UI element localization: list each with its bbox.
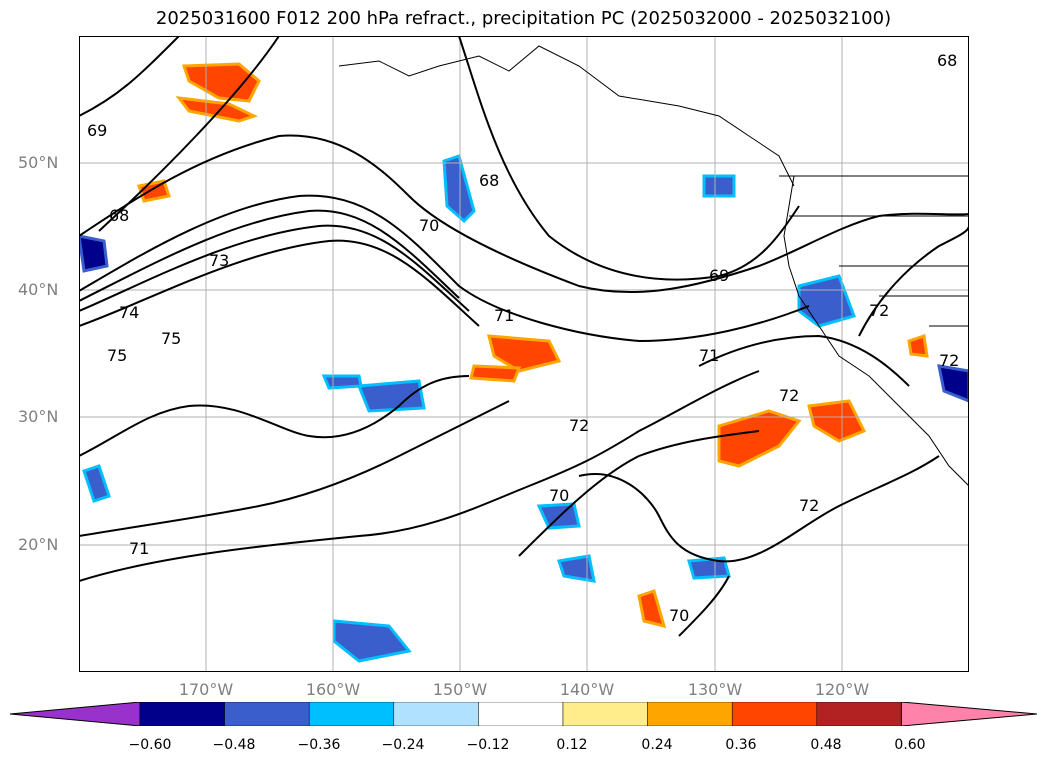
colorbar-segment [731, 702, 818, 726]
colorbar-tick: −0.60 [128, 737, 172, 753]
contour-label: 75 [161, 329, 181, 348]
lon-label: 150°W [432, 680, 488, 699]
colorbar-segment [816, 702, 902, 726]
contour-label: 70 [549, 486, 569, 505]
lon-label: 140°W [559, 680, 615, 699]
colorbar-segment [647, 702, 733, 726]
colorbar-tick: 0.60 [894, 737, 926, 753]
colorbar-segment [478, 702, 564, 726]
gridlines [79, 36, 969, 672]
contour-label: 70 [669, 606, 689, 625]
lat-label: 30°N [18, 407, 59, 426]
colorbar-tick: 0.24 [641, 737, 673, 753]
colorbar-tick: −0.48 [212, 737, 256, 753]
contour-labels: 69 68 68 70 73 74 75 75 71 69 71 72 72 7… [87, 51, 959, 625]
colorbar-segment [308, 702, 395, 726]
precip-shading [79, 62, 969, 663]
colorbar-segment [224, 702, 310, 726]
contour-label: 72 [779, 386, 799, 405]
colorbar-tick: 0.36 [725, 737, 757, 753]
contour-label: 69 [87, 121, 107, 140]
colorbar-tick: 0.48 [810, 737, 842, 753]
colorbar-tick: −0.24 [381, 737, 425, 753]
contour-label: 71 [494, 306, 514, 325]
contour-label: 72 [869, 301, 889, 320]
colorbar-tick: −0.36 [297, 737, 341, 753]
lon-label: 130°W [687, 680, 743, 699]
refractivity-contours [79, 36, 969, 637]
colorbar-segment [562, 702, 648, 726]
contour-label: 68 [479, 171, 499, 190]
contour-label: 69 [709, 266, 729, 285]
contour-label: 68 [937, 51, 957, 70]
contour-label: 71 [699, 346, 719, 365]
contour-label: 70 [419, 216, 439, 235]
colorbar-segment [139, 702, 225, 726]
lat-label: 20°N [18, 535, 59, 554]
colorbar-segment [393, 702, 479, 726]
contour-label: 72 [569, 416, 589, 435]
contour-label: 74 [119, 303, 139, 322]
lon-label: 170°W [178, 680, 234, 699]
contour-label: 72 [799, 496, 819, 515]
colorbar-tick: −0.12 [466, 737, 510, 753]
colorbar [10, 702, 1037, 726]
lon-label: 160°W [305, 680, 361, 699]
colorbar-extend-high [900, 702, 1037, 726]
map-frame [79, 36, 969, 672]
contour-label: 71 [129, 539, 149, 558]
contour-label: 72 [939, 351, 959, 370]
contour-label: 68 [109, 206, 129, 225]
map-panel: 69 68 68 70 73 74 75 75 71 69 71 72 72 7… [79, 36, 969, 672]
lat-label: 50°N [18, 153, 59, 172]
contour-label: 73 [209, 251, 229, 270]
colorbar-extend-low [10, 702, 141, 726]
map-title: 2025031600 F012 200 hPa refract., precip… [155, 8, 892, 29]
lat-label: 40°N [18, 280, 59, 299]
contour-label: 75 [107, 346, 127, 365]
lon-label: 120°W [814, 680, 870, 699]
colorbar-tick: 0.12 [556, 737, 588, 753]
